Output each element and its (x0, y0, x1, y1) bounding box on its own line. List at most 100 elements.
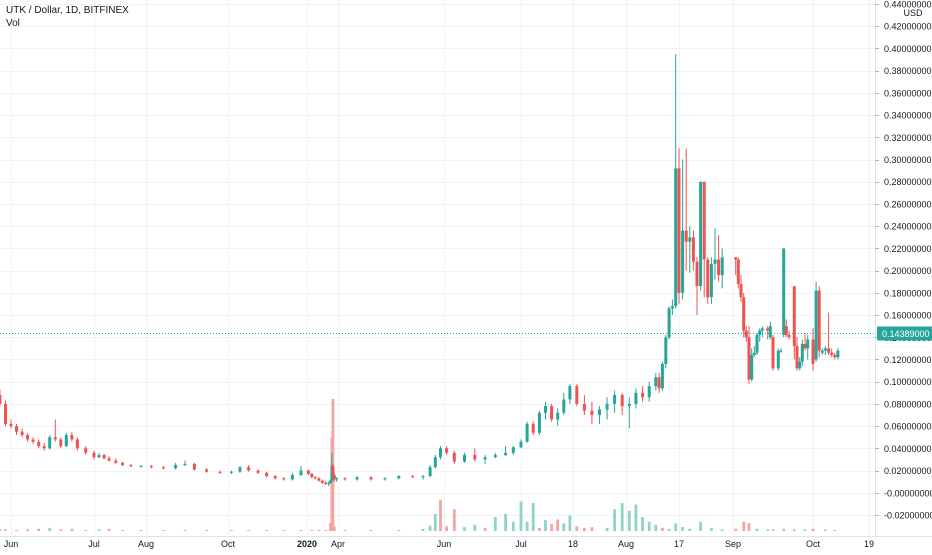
candle (695, 257, 699, 315)
candle (537, 410, 541, 435)
volume-label[interactable]: Vol (6, 18, 20, 29)
volume-bar (282, 530, 286, 531)
candle (613, 390, 617, 413)
candle (674, 54, 678, 309)
candle (544, 401, 547, 420)
volume-bar (247, 530, 250, 531)
candle (306, 469, 310, 475)
candle-body (598, 409, 601, 416)
candle-body (795, 346, 799, 369)
candle-body (355, 477, 359, 480)
candle (439, 446, 442, 460)
time-axis[interactable]: Jun Jul Aug Oct 2020 Apr Jun Jul 18 Aug 17 Sep Oct 19 (4, 539, 874, 549)
candle (803, 332, 807, 351)
candle (473, 448, 477, 462)
candle (531, 421, 535, 435)
candle-body (310, 473, 314, 478)
candle-body (699, 181, 703, 287)
candle-body (42, 446, 46, 449)
volume-bar (48, 527, 52, 531)
price-tick-label: 0.38000000 (884, 66, 932, 76)
candle-body (452, 452, 456, 462)
candle (355, 476, 359, 481)
candle-body (657, 377, 661, 389)
candle (59, 437, 63, 449)
volume-bar (428, 525, 432, 531)
volume-bar (654, 524, 658, 531)
candle-body (53, 437, 57, 440)
candle-body (463, 455, 466, 462)
volume-bar (4, 529, 7, 531)
candle-body (439, 448, 442, 458)
volume-bar (803, 529, 807, 531)
candle-body (814, 290, 818, 360)
symbol-title[interactable]: UTK / Dollar, 1D, BITFINEX (6, 5, 129, 16)
candle-body (59, 439, 63, 447)
candle-body (192, 463, 196, 470)
candle-body (238, 467, 242, 472)
candle-body (317, 478, 321, 481)
price-tick-label: 0.08000000 (884, 399, 932, 409)
volume-bar (647, 521, 651, 531)
candle-body (562, 399, 566, 413)
volume-bar (299, 530, 303, 531)
candle-body (744, 330, 748, 338)
candle (511, 446, 515, 455)
candle (107, 456, 111, 462)
volume-bar (613, 509, 616, 531)
candle (550, 403, 554, 422)
candle (768, 321, 772, 340)
candle (798, 357, 802, 371)
candle-body (64, 435, 68, 447)
candle (31, 437, 35, 444)
candle (836, 348, 840, 360)
volume-bar (538, 527, 541, 531)
price-tick-label: 0.22000000 (884, 244, 932, 254)
volume-bar (183, 530, 187, 531)
candle-body (290, 475, 294, 480)
volume-bar (421, 528, 425, 531)
candle (647, 381, 651, 402)
price-tick-label: 0.28000000 (884, 177, 932, 187)
candle-body (806, 339, 810, 349)
volume-bar (439, 499, 442, 531)
volume-bar (504, 513, 507, 531)
candle (525, 421, 529, 443)
volume-bar (583, 527, 586, 531)
candle-body (674, 168, 678, 307)
candle (568, 383, 572, 404)
candle (660, 361, 664, 391)
volume-bar (15, 530, 18, 531)
candle-body (823, 348, 827, 351)
candle-body (736, 259, 740, 284)
volume-bar (720, 529, 724, 531)
volume-bar (519, 501, 523, 531)
candle-body (750, 355, 754, 380)
volume-bar (771, 529, 775, 531)
currency-label: USD (903, 8, 923, 18)
volume-bar (667, 528, 671, 531)
candle (15, 423, 18, 435)
candle-body (702, 181, 706, 260)
volume-bar (0, 529, 2, 531)
candle-body (803, 343, 807, 349)
volume-bar (310, 530, 314, 531)
candle-body (9, 423, 13, 427)
candle-body (670, 306, 674, 309)
candle (739, 275, 743, 302)
candle-body (627, 403, 631, 407)
volume-bar (641, 517, 644, 531)
candle-body (691, 237, 695, 262)
candle (299, 466, 303, 477)
time-tick-label: 17 (674, 539, 684, 549)
candle-body (383, 478, 387, 480)
candle-body (320, 480, 324, 483)
price-tick-label: 0.12000000 (884, 355, 932, 365)
volume-bar (747, 523, 751, 531)
candle (817, 286, 821, 358)
price-tick-label: 0.10000000 (884, 377, 932, 387)
candle (744, 326, 748, 342)
candle-body (760, 328, 764, 331)
volume-bar (550, 524, 553, 531)
time-tick-label: Aug (138, 539, 154, 549)
